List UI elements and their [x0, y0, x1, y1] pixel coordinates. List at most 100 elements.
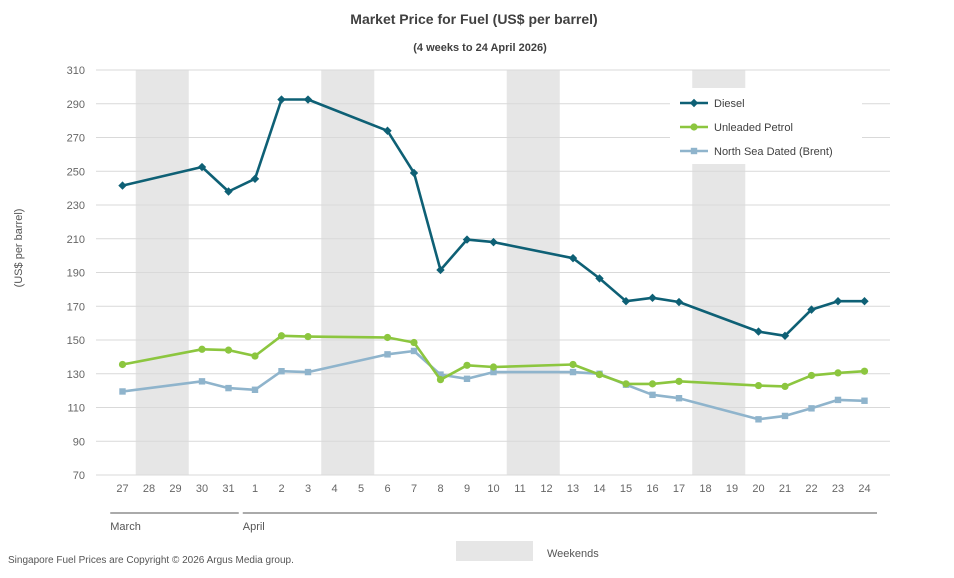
unleaded-petrol-point-17 — [675, 377, 683, 385]
north-sea-dated-brent-point-30 — [198, 378, 206, 385]
x-tick-label-12: 7 — [411, 483, 417, 495]
x-tick-label-3: 29 — [169, 483, 181, 495]
x-tick-label-1: 27 — [116, 483, 128, 495]
diesel-point-13 — [568, 253, 578, 263]
y-tick-label-90: 90 — [73, 436, 85, 448]
north-sea-dated-brent-point-8 — [437, 371, 444, 378]
month-label-march: March — [110, 521, 141, 533]
north-sea-dated-brent-point-13 — [569, 368, 577, 376]
diesel-point-14 — [595, 274, 604, 283]
series-unleaded-petrol — [118, 332, 869, 391]
legend-marker-north-sea-dated-brent — [690, 147, 698, 155]
unleaded-petrol-point-31 — [224, 346, 233, 354]
north-sea-dated-brent-point-10 — [490, 368, 497, 376]
x-tick-label-28: 23 — [832, 483, 844, 495]
y-tick-label-290: 290 — [67, 99, 85, 111]
diesel-point-2 — [277, 95, 286, 104]
unleaded-petrol-point-8 — [436, 376, 445, 384]
diesel-point-21 — [780, 331, 790, 340]
y-tick-label-130: 130 — [67, 369, 85, 381]
x-tick-label-11: 6 — [384, 483, 390, 495]
y-tick-label-110: 110 — [67, 403, 85, 415]
north-sea-dated-brent-point-7 — [410, 347, 418, 355]
legend-marker-diesel — [689, 98, 699, 108]
y-tick-label-170: 170 — [67, 301, 85, 313]
diesel-point-9 — [462, 235, 472, 244]
diesel-point-24 — [860, 296, 869, 306]
x-tick-label-9: 4 — [331, 483, 337, 495]
unleaded-petrol-point-13 — [569, 360, 577, 369]
x-tick-label-20: 15 — [620, 483, 632, 495]
chart-title: Market Price for Fuel (US$ per barrel) — [350, 11, 597, 27]
x-tick-label-29: 24 — [858, 483, 870, 495]
north-sea-dated-brent-point-6 — [384, 351, 391, 358]
legend-marker-unleaded-petrol — [690, 123, 698, 131]
north-sea-dated-brent-point-20 — [755, 416, 762, 423]
y-tick-label-230: 230 — [67, 200, 85, 212]
diesel-point-23 — [833, 296, 843, 306]
x-tick-label-26: 21 — [779, 483, 791, 495]
unleaded-petrol-point-10 — [489, 363, 498, 371]
legend-label-north-sea-dated-brent: North Sea Dated (Brent) — [714, 146, 833, 158]
chart-subtitle: (4 weeks to 24 April 2026) — [413, 42, 547, 54]
series-lines — [118, 95, 869, 423]
copyright-note: Singapore Fuel Prices are Copyright © 20… — [8, 555, 294, 566]
x-tick-label-18: 13 — [567, 483, 579, 495]
x-tick-label-24: 19 — [726, 483, 738, 495]
diesel-point-1 — [250, 174, 260, 184]
diesel-point-16 — [648, 293, 657, 303]
y-axis-label: (US$ per barrel) — [13, 209, 25, 288]
diesel-point-10 — [489, 237, 498, 247]
x-tick-label-15: 10 — [487, 483, 499, 495]
x-axis-ticks: 27 28 29 30 31 1 2 3 4 5 6 7 8 9 10 11 12 13 14 15 16 17 18 19 2… — [116, 483, 870, 495]
diesel-point-27 — [118, 181, 127, 190]
north-sea-dated-brent-point-2 — [278, 368, 285, 375]
unleaded-petrol-point-24 — [860, 367, 869, 375]
x-tick-label-7: 2 — [278, 483, 284, 495]
x-tick-label-17: 12 — [540, 483, 552, 495]
diesel-point-7 — [409, 168, 419, 178]
unleaded-petrol-point-30 — [198, 345, 206, 353]
x-tick-label-8: 3 — [305, 483, 311, 495]
x-tick-label-4: 30 — [196, 483, 208, 495]
x-tick-label-19: 14 — [593, 483, 605, 495]
x-tick-label-23: 18 — [699, 483, 711, 495]
diesel-point-17 — [674, 297, 684, 307]
series-diesel — [118, 95, 869, 340]
north-sea-dated-brent-point-1 — [251, 386, 259, 393]
x-tick-label-14: 9 — [464, 483, 470, 495]
diesel-point-30 — [197, 162, 207, 172]
y-tick-label-150: 150 — [67, 335, 85, 347]
unleaded-petrol-point-6 — [383, 333, 392, 342]
x-tick-label-27: 22 — [805, 483, 817, 495]
north-sea-dated-brent-point-23 — [834, 396, 842, 404]
north-sea-dated-brent-point-16 — [649, 391, 656, 399]
x-tick-label-22: 17 — [673, 483, 685, 495]
unleaded-petrol-point-14 — [595, 370, 604, 379]
unleaded-petrol-point-3 — [304, 333, 312, 341]
weekend-key-swatch — [456, 541, 533, 561]
y-tick-label-210: 210 — [67, 234, 85, 246]
unleaded-petrol-point-23 — [834, 369, 842, 377]
weekend-key-label: Weekends — [547, 548, 599, 560]
north-sea-dated-brent-point-27 — [119, 388, 126, 395]
unleaded-petrol-point-27 — [118, 360, 127, 369]
diesel-point-3 — [303, 95, 313, 104]
unleaded-petrol-point-21 — [781, 382, 789, 391]
north-sea-dated-brent-point-24 — [861, 397, 868, 404]
unleaded-petrol-point-15 — [622, 380, 630, 388]
legend-label-unleaded-petrol: Unleaded Petrol — [714, 122, 793, 134]
unleaded-petrol-point-16 — [648, 380, 657, 388]
x-tick-label-25: 20 — [752, 483, 764, 495]
north-sea-dated-brent-point-31 — [225, 384, 232, 392]
x-tick-label-6: 1 — [252, 483, 258, 495]
legend: Diesel Unleaded Petrol North Sea Dated (Br… — [670, 88, 862, 164]
unleaded-petrol-point-9 — [463, 361, 471, 369]
y-tick-label-270: 270 — [67, 133, 85, 145]
north-sea-dated-brent-point-3 — [304, 368, 312, 376]
north-sea-dated-brent-point-22 — [808, 405, 815, 412]
diesel-point-31 — [224, 187, 233, 196]
month-axis: March April — [110, 512, 877, 533]
